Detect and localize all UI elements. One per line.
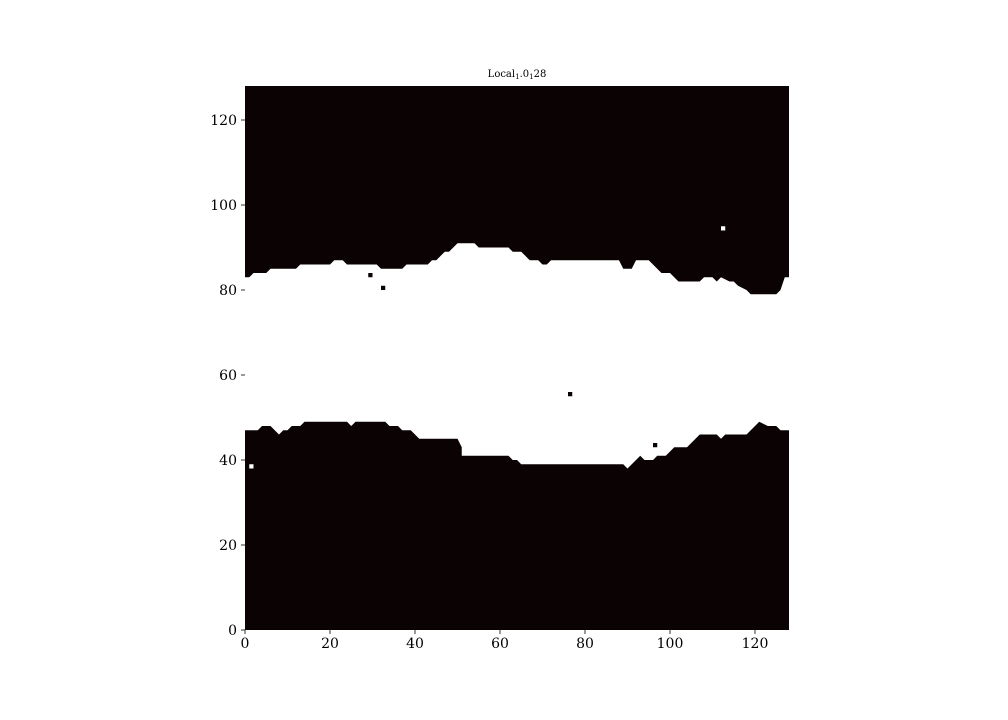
pixel-3 (381, 285, 386, 290)
x-tick-label: 60 (491, 636, 509, 652)
pixel-2 (368, 273, 373, 278)
title-end: 28 (534, 69, 547, 80)
y-tick-label: 100 (210, 198, 237, 214)
title-sub-1: 1 (515, 73, 519, 81)
white-band-region (245, 243, 789, 469)
heatmap-area (245, 86, 789, 630)
y-tick-label: 40 (219, 453, 237, 469)
y-axis: 0 20 40 60 80 100 120 (210, 113, 245, 639)
y-tick-label: 0 (228, 623, 237, 639)
x-tick-label: 40 (406, 636, 424, 652)
y-tick-label: 20 (219, 538, 237, 554)
y-tick-label: 80 (219, 283, 237, 299)
x-tick-label: 100 (657, 636, 684, 652)
pixel-0 (721, 226, 726, 231)
chart-title: Local1.0128 (488, 69, 547, 81)
pixel-1 (249, 464, 254, 469)
title-main: Local (488, 69, 515, 80)
y-tick-label: 60 (219, 368, 237, 384)
x-tick-label: 20 (321, 636, 339, 652)
x-axis: 0 20 40 60 80 100 120 (241, 630, 769, 652)
title-sub-2: 1 (529, 73, 533, 81)
x-tick-label: 120 (742, 636, 769, 652)
x-tick-label: 0 (241, 636, 250, 652)
title-mid: .0 (520, 69, 530, 80)
isolated-pixels (249, 226, 726, 469)
pixel-4 (568, 392, 573, 397)
y-tick-label: 120 (210, 113, 237, 129)
pixel-5 (653, 443, 658, 448)
x-tick-label: 80 (576, 636, 594, 652)
